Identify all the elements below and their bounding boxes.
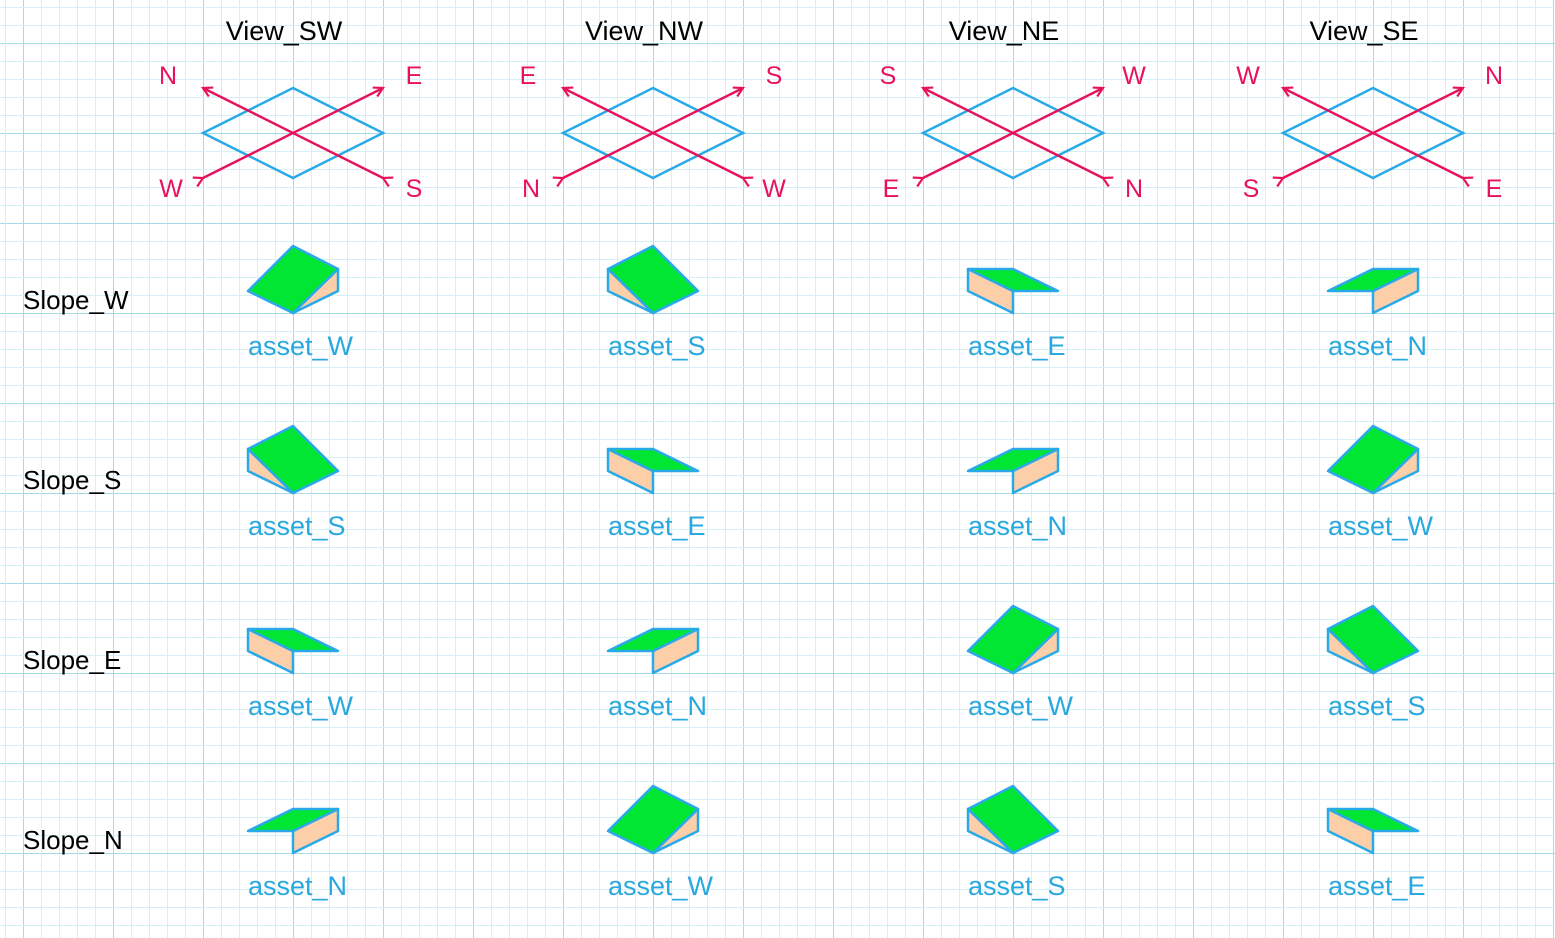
compass-letter-down-left: S [1243, 175, 1260, 203]
asset-cell: asset_S [968, 786, 1066, 901]
compass-letter-down-right: E [1486, 175, 1503, 203]
asset-cell: asset_S [248, 426, 346, 541]
slope-falling-left-icon [248, 809, 338, 853]
view-title: View_SW [226, 16, 343, 46]
slope-row: Slope_E asset_W asset_N asset_W asset_S [23, 606, 1426, 721]
asset-cell: asset_N [608, 629, 707, 721]
asset-label: asset_S [1328, 691, 1426, 721]
slope-rising-right-icon [608, 786, 698, 853]
view-header: View_NW E S N W [520, 16, 787, 203]
asset-cell: asset_E [968, 269, 1066, 361]
slope-falling-left-icon [608, 629, 698, 673]
view-header: View_NE S W E N [880, 16, 1147, 203]
compass-letter-down-left: E [883, 175, 900, 203]
slope-rising-right-icon [248, 246, 338, 313]
asset-label: asset_W [968, 691, 1074, 721]
compass-icon: S W E N [880, 62, 1147, 203]
asset-label: asset_N [248, 871, 347, 901]
asset-label: asset_S [608, 331, 706, 361]
view-title: View_NW [585, 16, 704, 46]
asset-cell: asset_E [1328, 809, 1426, 901]
asset-cell: asset_N [968, 449, 1067, 541]
asset-label: asset_W [1328, 511, 1434, 541]
asset-label: asset_N [1328, 331, 1427, 361]
compass-letter-down-right: S [406, 175, 423, 203]
view-title: View_NE [949, 16, 1060, 46]
asset-cell: asset_S [608, 246, 706, 361]
slope-falling-right-icon [968, 269, 1058, 313]
slope-rising-left-icon [608, 246, 698, 313]
compass-letter-up-left: E [520, 62, 537, 90]
slope-rising-right-icon [968, 606, 1058, 673]
asset-cell: asset_W [968, 606, 1074, 721]
compass-letter-down-right: N [1125, 175, 1143, 203]
compass-icon: E S N W [520, 62, 787, 203]
asset-label: asset_E [1328, 871, 1426, 901]
slope-falling-right-icon [608, 449, 698, 493]
slope-falling-left-icon [968, 449, 1058, 493]
view-header: View_SW N E W S [159, 16, 422, 203]
slope-rising-left-icon [248, 426, 338, 493]
compass-letter-up-right: W [1122, 62, 1146, 90]
row-label: Slope_N [23, 825, 123, 855]
slope-falling-right-icon [248, 629, 338, 673]
asset-label: asset_W [248, 331, 354, 361]
asset-label: asset_W [608, 871, 714, 901]
asset-cell: asset_N [1328, 269, 1427, 361]
asset-label: asset_W [248, 691, 354, 721]
asset-cell: asset_W [1328, 426, 1434, 541]
compass-letter-up-left: W [1236, 62, 1260, 90]
slope-row: Slope_N asset_N asset_W asset_S asset_E [23, 786, 1426, 901]
slope-falling-right-icon [1328, 809, 1418, 853]
asset-label: asset_N [608, 691, 707, 721]
row-label: Slope_S [23, 465, 121, 495]
asset-label: asset_S [248, 511, 346, 541]
asset-cell: asset_W [608, 786, 714, 901]
compass-letter-up-left: S [880, 62, 897, 90]
slope-rising-left-icon [968, 786, 1058, 853]
row-label: Slope_E [23, 645, 121, 675]
asset-label: asset_N [968, 511, 1067, 541]
compass-letter-down-right: W [762, 175, 786, 203]
asset-cell: asset_W [248, 629, 354, 721]
view-title: View_SE [1309, 16, 1418, 46]
asset-label: asset_E [968, 331, 1066, 361]
slope-falling-left-icon [1328, 269, 1418, 313]
asset-cell: asset_S [1328, 606, 1426, 721]
slope-rising-left-icon [1328, 606, 1418, 673]
compass-letter-up-right: S [766, 62, 783, 90]
compass-letter-down-left: W [159, 175, 183, 203]
compass-letter-down-left: N [522, 175, 540, 203]
slope-row: Slope_S asset_S asset_E asset_N asset_W [23, 426, 1434, 541]
asset-label: asset_E [608, 511, 706, 541]
compass-letter-up-right: E [406, 62, 423, 90]
compass-letter-up-right: N [1485, 62, 1503, 90]
row-label: Slope_W [23, 285, 129, 315]
asset-cell: asset_N [248, 809, 347, 901]
slope-rising-right-icon [1328, 426, 1418, 493]
asset-label: asset_S [968, 871, 1066, 901]
compass-icon: N E W S [159, 62, 422, 203]
asset-cell: asset_W [248, 246, 354, 361]
compass-letter-up-left: N [159, 62, 177, 90]
asset-cell: asset_E [608, 449, 706, 541]
